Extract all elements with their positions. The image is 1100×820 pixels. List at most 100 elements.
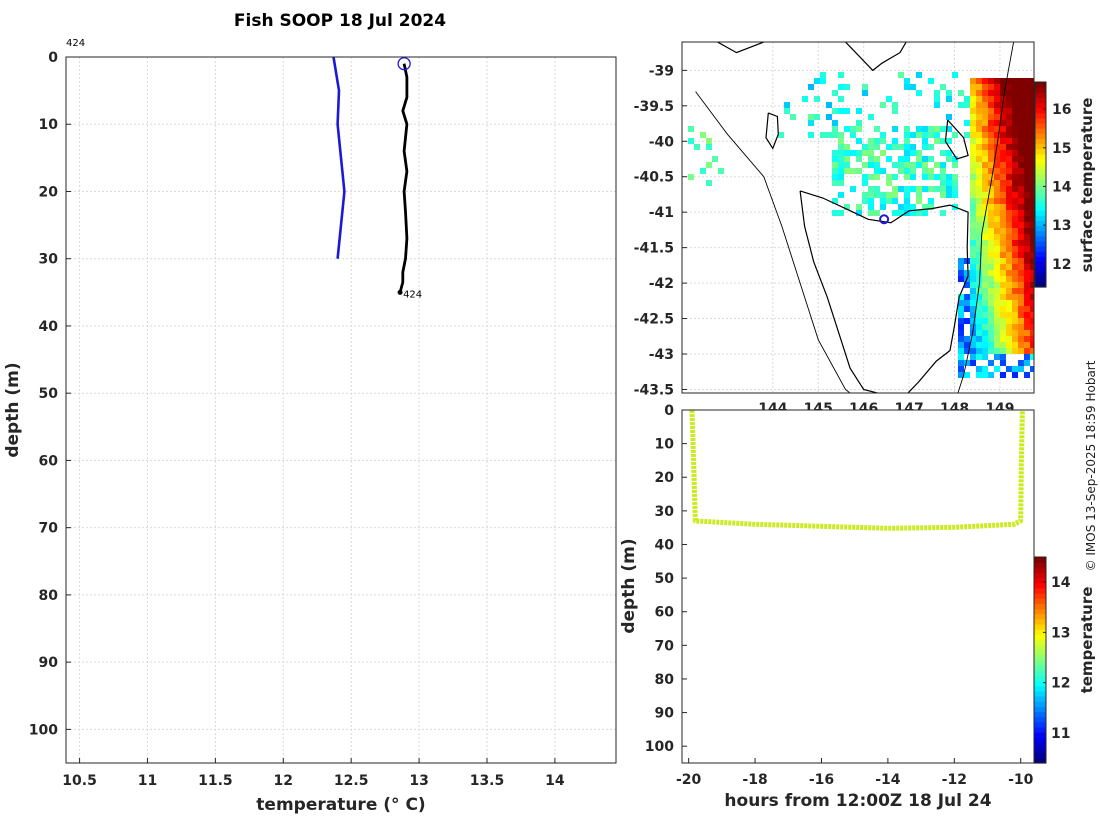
sst-pixel [880, 168, 886, 174]
sst-pixel [1000, 354, 1006, 360]
map-colorbar-segment [1035, 148, 1046, 155]
profile-x-tick-label: 10.5 [62, 773, 97, 789]
profile-y-tick-label: 90 [39, 655, 59, 671]
sst-pixel [832, 90, 838, 96]
sst-pixel [994, 210, 1000, 216]
sst-pixel [1018, 174, 1024, 180]
sst-pixel [994, 282, 1000, 288]
sst-pixel [1024, 180, 1030, 186]
profile-frame [65, 56, 617, 764]
sst-pixel [970, 210, 976, 216]
sst-pixel [994, 246, 1000, 252]
sst-pixel [958, 306, 964, 312]
sst-pixel [886, 144, 892, 150]
sst-pixel [970, 156, 976, 162]
sst-pixel [856, 126, 862, 132]
sst-pixel [898, 72, 904, 78]
sst-pixel [904, 162, 910, 168]
sst-pixel [958, 366, 964, 372]
section-colorbar-segment [1034, 696, 1046, 702]
sst-pixel [958, 360, 964, 366]
sst-pixel [988, 210, 994, 216]
section-colorbar-segment [1034, 603, 1046, 610]
sst-pixel [988, 348, 994, 354]
map-colorbar-segment [1035, 251, 1046, 257]
sst-pixel [1030, 222, 1034, 228]
section-colorbar-segment [1034, 613, 1046, 620]
sst-pixel [838, 210, 844, 216]
sst-pixel [976, 198, 982, 204]
sst-pixel [688, 174, 694, 180]
profile-start-marker [397, 57, 411, 71]
sst-pixel [994, 204, 1000, 210]
sst-pixel [922, 138, 928, 144]
sst-pixel [898, 168, 904, 174]
sst-pixel [994, 264, 1000, 270]
sst-pixel [1018, 126, 1024, 132]
sst-pixel [970, 264, 976, 270]
sst-pixel [964, 294, 970, 300]
sst-pixel [1012, 132, 1018, 138]
map-lat-tick-label: -43.5 [634, 382, 674, 398]
sst-pixel [994, 126, 1000, 132]
sst-pixel [874, 144, 880, 150]
sst-pixel [1012, 300, 1018, 306]
sst-pixel [844, 144, 850, 150]
sst-pixel [1030, 354, 1034, 360]
sst-pixel [1018, 84, 1024, 90]
sst-pixel [856, 108, 862, 114]
profile-y-tick-label: 60 [39, 453, 59, 469]
sst-pixel [988, 216, 994, 222]
shelf-contour-east [957, 42, 1015, 393]
sst-pixel [1012, 228, 1018, 234]
sst-pixel [970, 354, 976, 360]
sst-pixel [976, 126, 982, 132]
section-panel: -20 -18 -16 -14 -12 -10 0 10 20 30 40 50 60 70 80 90 100… [619, 403, 1096, 811]
sst-pixel [976, 174, 982, 180]
sst-pixel [1030, 258, 1034, 264]
sst-pixel [1018, 168, 1024, 174]
sst-pixel [1024, 210, 1030, 216]
sst-pixel [988, 156, 994, 162]
sst-pixel [1000, 168, 1006, 174]
sst-pixel [982, 282, 988, 288]
sst-pixel [970, 180, 976, 186]
section-colorbar-segment [1034, 701, 1046, 707]
sst-pixel [988, 276, 994, 282]
sst-pixel [970, 162, 976, 168]
sst-pixel [964, 372, 970, 378]
sst-pixel [988, 162, 994, 168]
sst-pixel [946, 90, 952, 96]
sst-pixel [1006, 108, 1012, 114]
sst-pixel [1018, 150, 1024, 156]
sst-pixel [1000, 216, 1006, 222]
sst-pixel [1024, 90, 1030, 96]
sst-pixel [994, 318, 1000, 324]
sst-pixel [1030, 180, 1034, 186]
sst-pixel [982, 252, 988, 258]
sst-pixel [928, 204, 934, 210]
sst-pixel [982, 78, 988, 84]
sst-pixel [994, 78, 1000, 84]
profile-x-axis-label: temperature (° C) [256, 795, 425, 815]
sst-pixel [922, 168, 928, 174]
sst-pixel [994, 330, 1000, 336]
sst-pixel [1012, 186, 1018, 192]
sst-pixel [1006, 162, 1012, 168]
sst-pixel [988, 324, 994, 330]
sst-pixel [1012, 102, 1018, 108]
sst-pixel [1024, 84, 1030, 90]
sst-pixel [994, 120, 1000, 126]
sst-pixel [988, 336, 994, 342]
sst-pixel [934, 96, 940, 102]
sst-pixel [982, 204, 988, 210]
sst-pixel [1030, 198, 1034, 204]
sst-pixel [952, 180, 958, 186]
sst-pixel [868, 192, 874, 198]
sst-pixel [874, 174, 880, 180]
sst-pixel [1024, 348, 1030, 354]
sst-pixel [946, 126, 952, 132]
sst-pixel [1018, 348, 1024, 354]
sst-pixel [970, 216, 976, 222]
sst-pixel [994, 228, 1000, 234]
